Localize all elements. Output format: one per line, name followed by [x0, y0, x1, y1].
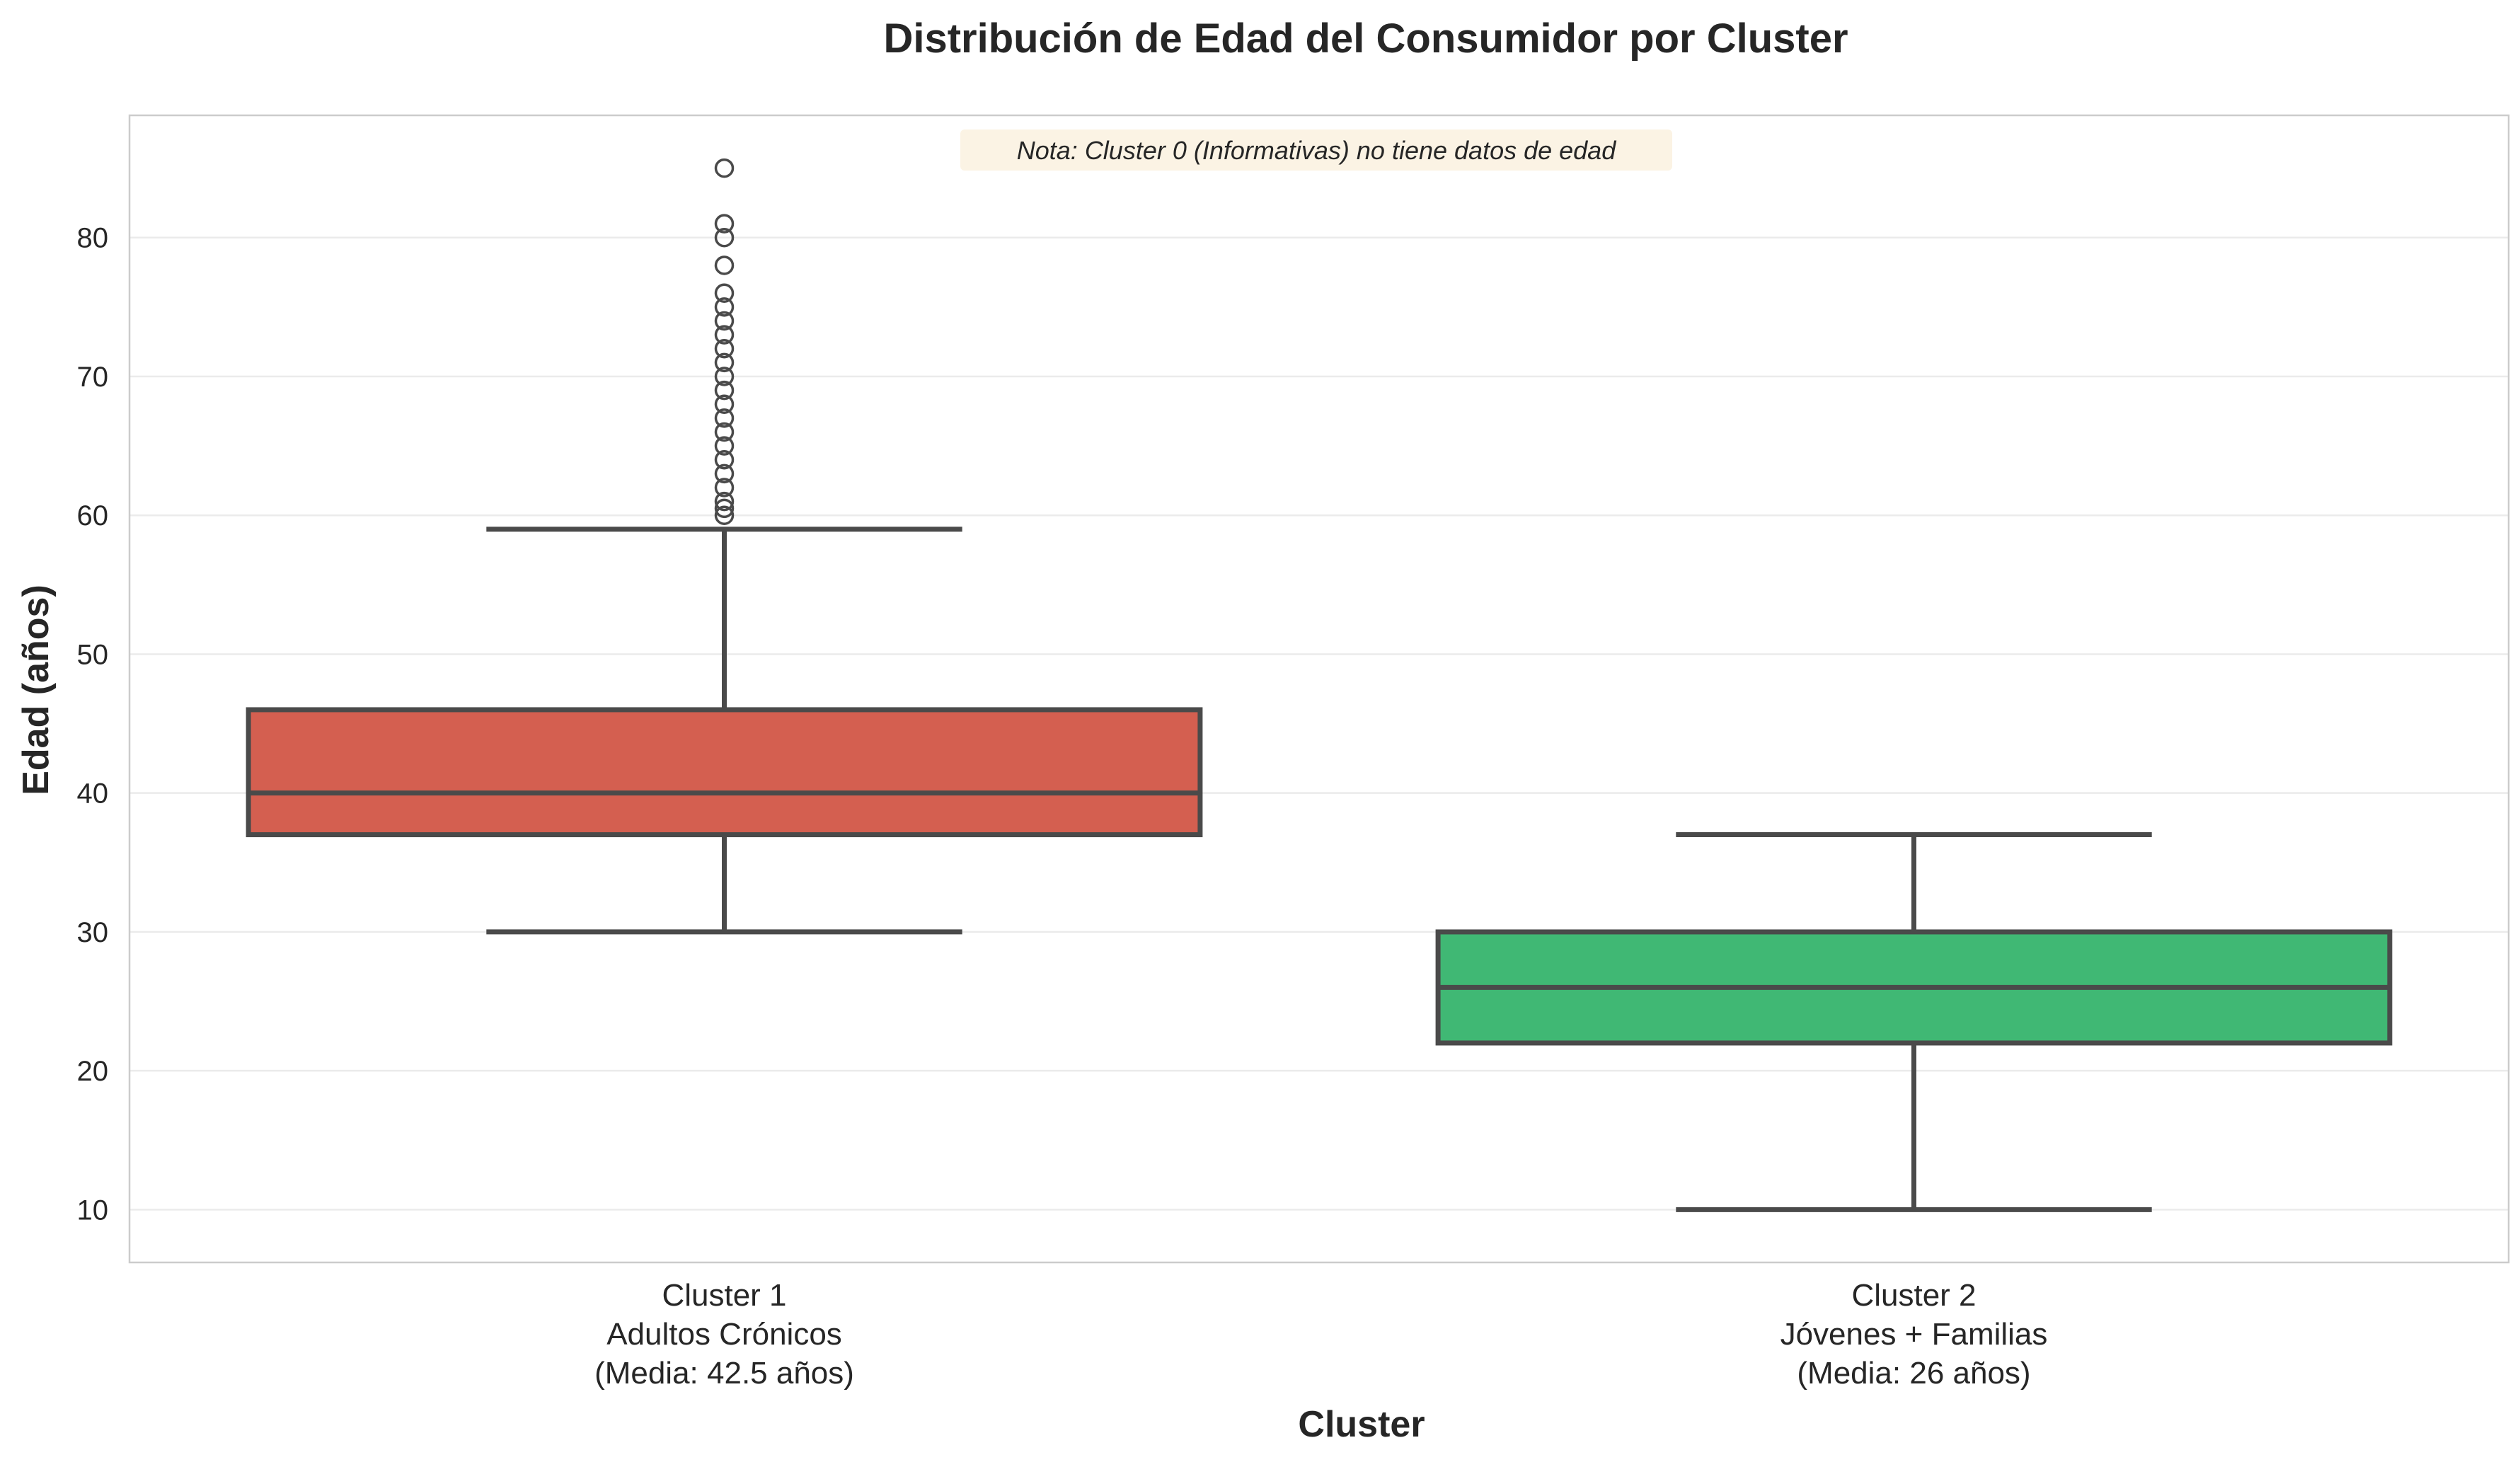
y-axis-label: Edad (años) — [16, 585, 57, 795]
x-tick-label-cluster-2-line-3: (Media: 26 años) — [1797, 1356, 2030, 1391]
y-tick-label-50: 50 — [77, 639, 109, 670]
outlier-point-4 — [714, 478, 735, 497]
outlier-point-15 — [714, 325, 735, 345]
y-tick-label-40: 40 — [77, 778, 109, 810]
outlier-point-3 — [714, 491, 735, 512]
plot-frame — [128, 114, 2510, 1264]
chart-title: Distribución de Edad del Consumidor por … — [883, 16, 1848, 62]
x-tick-label-cluster-1-line-1: Cluster 1 — [662, 1278, 786, 1313]
y-tick-label-80: 80 — [77, 223, 109, 254]
x-tick-label-cluster-1-line-3: (Media: 42.5 años) — [594, 1356, 854, 1391]
note-text: Nota: Cluster 0 (Informativas) no tiene … — [1017, 136, 1616, 165]
box-series — [246, 158, 2393, 1212]
y-tick-label-70: 70 — [77, 362, 109, 393]
outlier-point-11 — [714, 380, 735, 401]
y-tick-label-20: 20 — [77, 1056, 109, 1087]
y-tick-label-30: 30 — [77, 917, 109, 948]
box-cluster-1 — [246, 158, 1203, 935]
outlier-point-14 — [714, 338, 735, 359]
outlier-point-12 — [714, 367, 735, 386]
outlier-point-17 — [714, 297, 735, 317]
note-annotation: Nota: Cluster 0 (Informativas) no tiene … — [960, 129, 1672, 171]
x-tick-label-cluster-2-line-2: Jóvenes + Familias — [1780, 1317, 2048, 1352]
outlier-point-21 — [714, 214, 735, 234]
outlier-point-6 — [714, 449, 735, 470]
outlier-point-5 — [714, 464, 735, 484]
y-tick-label-60: 60 — [77, 500, 109, 531]
iqr-box — [246, 707, 1203, 838]
box-cluster-2 — [1435, 832, 2393, 1212]
outlier-point-10 — [714, 394, 735, 414]
outlier-point-8 — [714, 422, 735, 442]
y-axis-ticks: 10 20 30 40 50 60 70 80 — [77, 223, 109, 1226]
outlier-point-18 — [714, 283, 735, 303]
x-axis-label: Cluster — [1298, 1404, 1425, 1445]
x-tick-label-cluster-1-line-2: Adultos Crónicos — [606, 1317, 842, 1352]
outlier-point-20 — [714, 227, 735, 248]
outlier-point-22 — [714, 158, 735, 178]
outlier-point-9 — [714, 408, 735, 428]
x-axis-ticks: Cluster 1 Adultos Crónicos (Media: 42.5 añ… — [594, 1278, 2047, 1391]
y-tick-label-10: 10 — [77, 1195, 109, 1226]
note-background — [960, 129, 1672, 171]
outlier-point-16 — [714, 311, 735, 331]
outlier-point-1 — [714, 505, 735, 525]
outlier-point-7 — [714, 436, 735, 456]
outlier-point-13 — [714, 352, 735, 373]
outlier-point-2 — [714, 498, 735, 519]
outlier-point-19 — [714, 255, 735, 275]
x-tick-label-cluster-2-line-1: Cluster 2 — [1851, 1278, 1976, 1313]
